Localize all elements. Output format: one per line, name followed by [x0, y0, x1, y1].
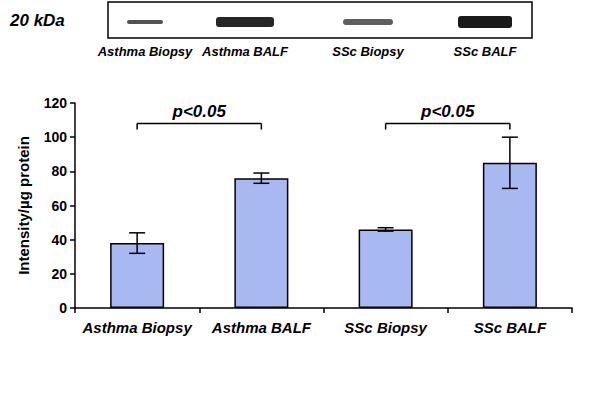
svg-text:Asthma BALF: Asthma BALF [211, 319, 312, 336]
svg-text:p<0.05: p<0.05 [172, 102, 227, 121]
svg-text:60: 60 [51, 198, 67, 214]
svg-text:120: 120 [44, 95, 68, 111]
svg-text:20: 20 [51, 266, 67, 282]
svg-text:Asthma Biopsy: Asthma Biopsy [82, 319, 193, 336]
svg-text:40: 40 [51, 232, 67, 248]
svg-text:Asthma BALF: Asthma BALF [201, 44, 289, 59]
svg-text:20 kDa: 20 kDa [9, 11, 65, 30]
svg-text:Asthma Biopsy: Asthma Biopsy [97, 44, 193, 59]
svg-text:SSc BALF: SSc BALF [474, 319, 547, 336]
svg-text:p<0.05: p<0.05 [420, 102, 475, 121]
svg-text:0: 0 [59, 300, 67, 316]
svg-text:Intensity/µg protein: Intensity/µg protein [15, 136, 32, 275]
svg-text:SSc Biopsy: SSc Biopsy [344, 319, 427, 336]
svg-text:SSc Biopsy: SSc Biopsy [332, 44, 404, 59]
svg-text:80: 80 [51, 163, 67, 179]
svg-text:SSc BALF: SSc BALF [454, 44, 518, 59]
svg-text:100: 100 [44, 129, 68, 145]
